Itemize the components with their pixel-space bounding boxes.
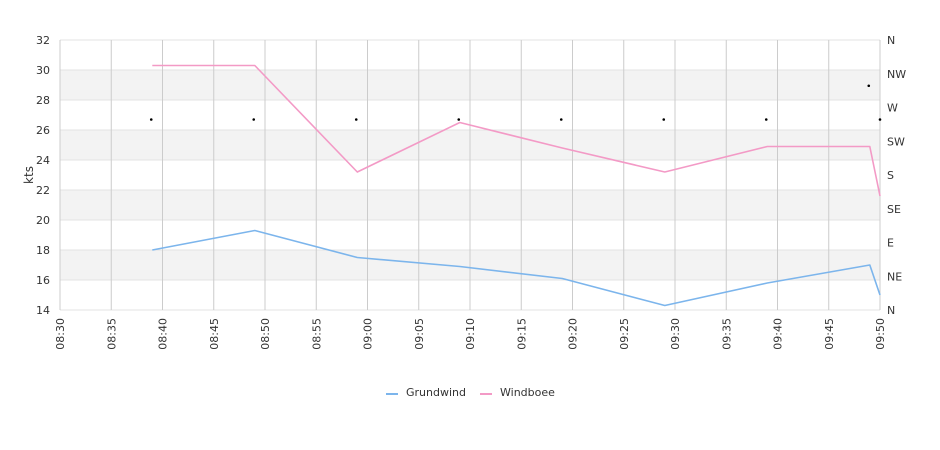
direction-marker xyxy=(662,118,666,121)
direction-axis-ticks: N NE E SE S SW W NW N xyxy=(887,34,906,317)
direction-marker xyxy=(878,118,882,121)
direction-tick-label: N xyxy=(887,34,895,47)
direction-tick-label: NE xyxy=(887,270,902,283)
legend-label: Grundwind xyxy=(406,386,466,399)
x-tick-label: 09:05 xyxy=(413,318,426,350)
direction-tick-label: N xyxy=(887,304,895,317)
y-tick-label: 28 xyxy=(36,94,50,107)
direction-tick-label: SW xyxy=(887,135,905,148)
x-tick-label: 08:55 xyxy=(310,318,323,350)
legend-label: Windboee xyxy=(500,386,555,399)
legend: Grundwind Windboee xyxy=(386,386,555,399)
series-line-2 xyxy=(152,64,881,197)
y-tick-label: 18 xyxy=(36,244,50,257)
direction-marker xyxy=(457,118,461,121)
x-tick-label: 09:30 xyxy=(669,318,682,350)
direction-markers xyxy=(149,84,882,121)
direction-marker xyxy=(559,118,563,121)
x-tick-label: 09:40 xyxy=(772,318,785,350)
x-tick-label: 08:30 xyxy=(54,318,67,350)
direction-tick-label: S xyxy=(887,169,894,182)
x-tick-label: 08:45 xyxy=(208,318,221,350)
x-tick-label: 08:35 xyxy=(105,318,118,350)
direction-tick-label: NW xyxy=(887,68,906,81)
x-tick-label: 09:15 xyxy=(515,318,528,350)
direction-marker xyxy=(149,118,153,121)
x-tick-label: 09:00 xyxy=(362,318,375,350)
vertical-gridlines xyxy=(59,40,881,310)
y-tick-label: 26 xyxy=(36,124,50,137)
x-tick-label: 08:40 xyxy=(157,318,170,350)
x-tick-label: 09:20 xyxy=(567,318,580,350)
direction-marker xyxy=(867,84,871,88)
x-tick-label: 08:50 xyxy=(259,318,272,350)
y-tick-label: 14 xyxy=(36,304,50,317)
direction-tick-label: E xyxy=(887,237,894,250)
x-tick-label: 09:10 xyxy=(464,318,477,350)
y-tick-label: 16 xyxy=(36,274,50,287)
direction-marker xyxy=(354,118,358,121)
x-tick-label: 09:25 xyxy=(618,318,631,350)
y-tick-label: 32 xyxy=(36,34,50,47)
x-tick-label: 09:45 xyxy=(823,318,836,350)
y-axis-title: kts xyxy=(22,166,36,184)
x-tick-label: 09:35 xyxy=(720,318,733,350)
y-tick-label: 30 xyxy=(36,64,50,77)
direction-tick-label: W xyxy=(887,102,898,115)
direction-tick-label: SE xyxy=(887,203,901,216)
y-tick-label: 22 xyxy=(36,184,50,197)
direction-marker xyxy=(764,118,768,121)
y-tick-label: 24 xyxy=(36,154,50,167)
y-axis-ticks: 14 16 18 20 22 24 26 28 30 32 xyxy=(36,34,50,317)
series-line-1 xyxy=(152,229,881,307)
direction-marker xyxy=(252,118,256,121)
x-tick-label: 09:50 xyxy=(874,318,887,350)
x-axis-ticks: 08:30 08:35 08:40 08:45 08:50 08:55 09:00 09:05… xyxy=(54,318,887,350)
y-tick-label: 20 xyxy=(36,214,50,227)
series-layer xyxy=(152,64,881,307)
